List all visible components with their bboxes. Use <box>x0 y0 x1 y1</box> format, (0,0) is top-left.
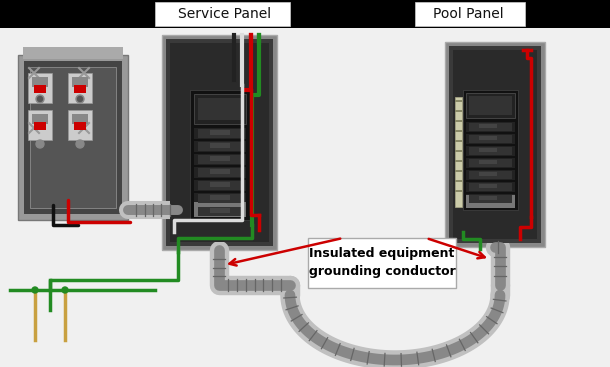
Bar <box>210 156 230 161</box>
Bar <box>32 114 48 124</box>
Bar <box>455 100 462 102</box>
Bar <box>170 43 269 242</box>
Bar <box>194 206 246 217</box>
Bar <box>455 180 462 182</box>
Bar <box>455 120 462 122</box>
Bar <box>455 97 462 207</box>
Bar <box>198 207 242 216</box>
Bar <box>466 182 515 192</box>
Bar <box>166 39 273 246</box>
Bar <box>210 143 230 148</box>
Bar <box>198 155 242 164</box>
Bar <box>194 167 246 178</box>
Bar <box>0 0 610 28</box>
Circle shape <box>76 95 84 103</box>
Circle shape <box>62 287 68 293</box>
Circle shape <box>77 97 82 102</box>
Bar <box>445 42 545 247</box>
Bar <box>308 238 456 288</box>
Bar <box>469 183 512 191</box>
Text: Insulated equipment
grounding conductor: Insulated equipment grounding conductor <box>309 247 456 279</box>
Text: Service Panel: Service Panel <box>179 7 271 21</box>
Bar <box>479 136 497 140</box>
Bar <box>479 148 497 152</box>
Bar <box>466 158 515 168</box>
Bar <box>155 2 290 26</box>
Bar <box>198 98 242 120</box>
Bar <box>28 110 52 140</box>
Bar <box>466 194 515 204</box>
Circle shape <box>36 140 44 148</box>
Bar <box>455 160 462 162</box>
Bar <box>24 61 122 214</box>
Bar <box>68 73 92 103</box>
Bar <box>72 114 88 124</box>
Bar <box>32 77 48 87</box>
Bar <box>466 146 515 156</box>
Bar <box>463 90 518 210</box>
Bar <box>466 170 515 180</box>
Bar <box>455 150 462 152</box>
Bar <box>469 135 512 143</box>
Bar <box>210 169 230 174</box>
Bar <box>74 122 86 130</box>
Bar <box>469 147 512 155</box>
Circle shape <box>37 97 43 102</box>
Bar <box>469 171 512 179</box>
Bar <box>18 55 128 220</box>
Bar <box>28 73 52 103</box>
Bar <box>194 180 246 191</box>
Bar <box>479 184 497 188</box>
Bar <box>34 122 46 130</box>
Circle shape <box>32 287 38 293</box>
Bar <box>449 46 541 243</box>
Bar <box>210 208 230 213</box>
Bar <box>469 96 512 115</box>
Bar <box>68 110 92 140</box>
Bar <box>162 35 277 250</box>
Bar <box>194 193 246 204</box>
Bar <box>194 94 246 124</box>
Bar <box>72 77 88 87</box>
Bar <box>198 168 242 177</box>
Bar <box>469 195 512 203</box>
Bar <box>453 50 537 239</box>
Bar <box>210 182 230 187</box>
Bar <box>455 190 462 192</box>
Bar <box>455 110 462 112</box>
Circle shape <box>76 140 84 148</box>
Circle shape <box>36 95 44 103</box>
Bar <box>198 194 242 203</box>
Bar <box>74 85 86 93</box>
Bar <box>455 130 462 132</box>
Bar <box>466 134 515 144</box>
Bar <box>30 67 116 208</box>
Bar <box>466 195 515 208</box>
Bar <box>466 122 515 132</box>
Bar <box>198 129 242 138</box>
Bar <box>479 124 497 128</box>
Bar <box>194 128 246 139</box>
Bar <box>479 196 497 200</box>
Bar <box>198 142 242 151</box>
Bar <box>469 123 512 131</box>
Bar <box>479 172 497 176</box>
Bar <box>23 47 123 59</box>
Bar <box>479 160 497 164</box>
Bar <box>194 141 246 152</box>
Bar <box>194 154 246 165</box>
Bar <box>455 140 462 142</box>
Bar <box>466 93 515 118</box>
Bar <box>469 159 512 167</box>
Bar <box>210 130 230 135</box>
Bar <box>210 195 230 200</box>
Bar <box>455 170 462 172</box>
Text: Pool Panel: Pool Panel <box>432 7 503 21</box>
Bar <box>190 90 250 220</box>
Bar <box>194 202 246 217</box>
Bar <box>198 181 242 190</box>
Bar <box>415 2 525 26</box>
Bar <box>34 85 46 93</box>
